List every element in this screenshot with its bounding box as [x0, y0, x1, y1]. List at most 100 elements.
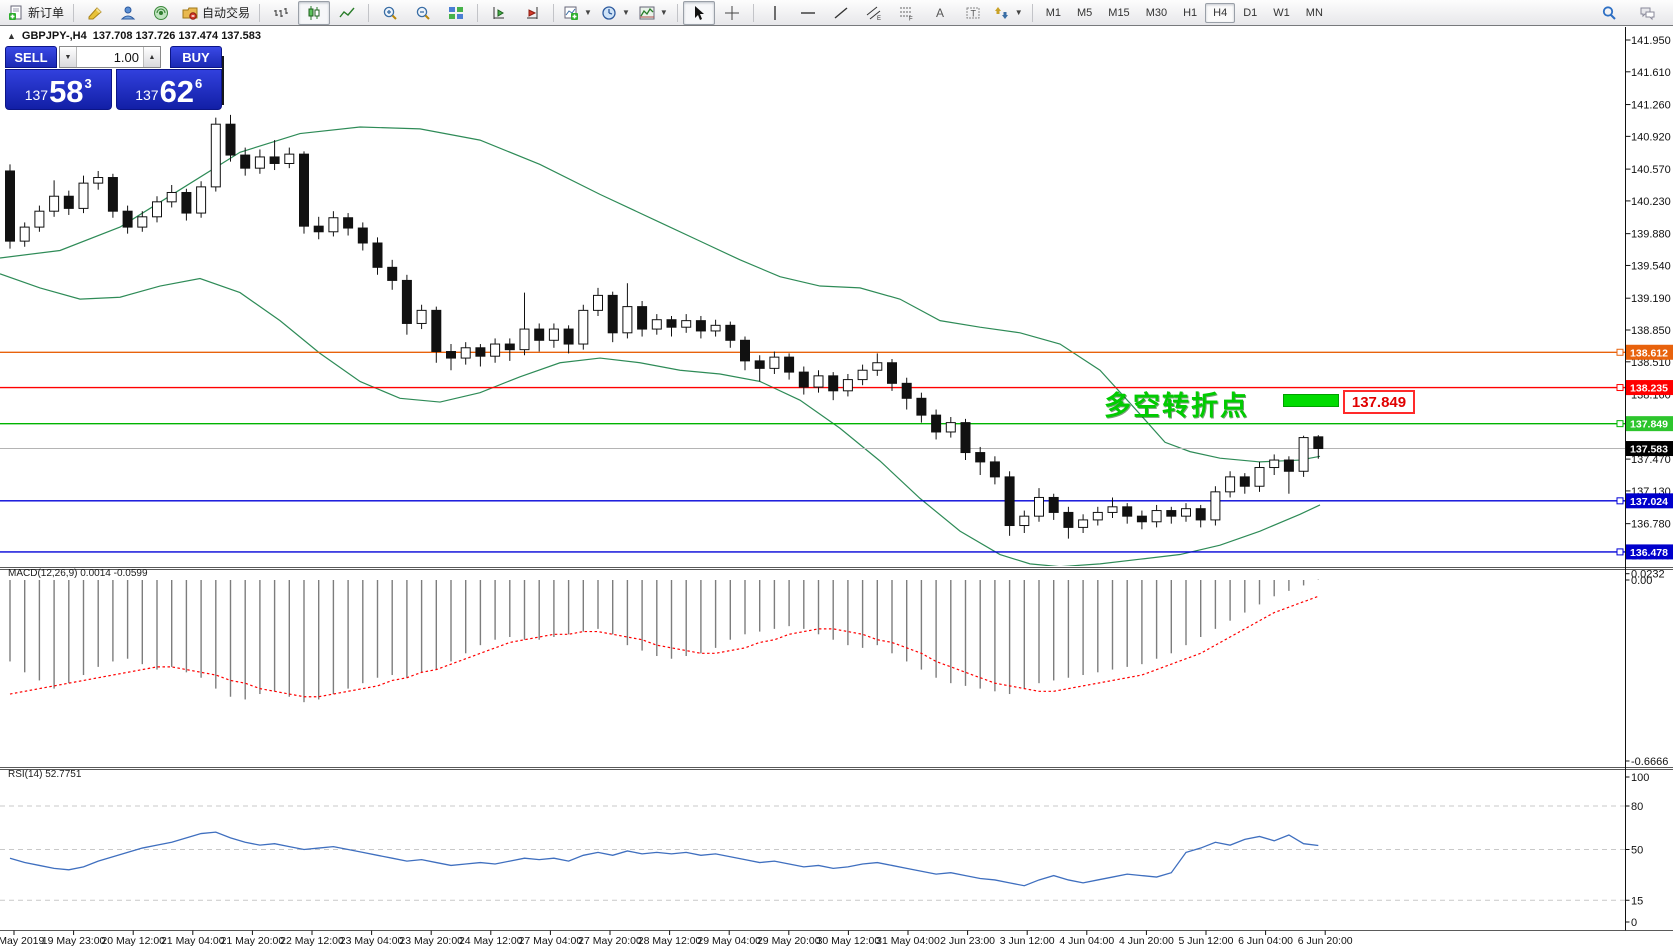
- profile-icon: [120, 5, 136, 21]
- equidistant-channel-button[interactable]: E: [858, 1, 890, 25]
- svg-text:3 Jun 12:00: 3 Jun 12:00: [1000, 935, 1055, 947]
- search-button[interactable]: [1593, 1, 1625, 25]
- vertical-line-icon: [767, 5, 783, 21]
- price-axis: 141.950 141.610 141.260 140.920 140.570 140.2…: [1625, 35, 1671, 562]
- text-label-button[interactable]: T: [957, 1, 989, 25]
- svg-text:24 May 12:00: 24 May 12:00: [459, 935, 523, 947]
- templates-button[interactable]: ▼: [559, 1, 596, 25]
- vertical-line-button[interactable]: [759, 1, 791, 25]
- svg-text:136.478: 136.478: [1630, 547, 1668, 559]
- crayon-button[interactable]: [79, 1, 111, 25]
- sell-price-prefix: 137: [24, 87, 49, 103]
- svg-text:139.880: 139.880: [1631, 229, 1671, 241]
- rsi-level-lines: [0, 805, 1625, 901]
- zoom-in-button[interactable]: [374, 1, 406, 25]
- community-icon: [153, 5, 169, 21]
- autotrade-button[interactable]: 自动交易: [178, 1, 254, 25]
- pivot-price-callout[interactable]: 137.849: [1343, 390, 1415, 414]
- rsi-line: [9, 831, 1319, 887]
- chat-button[interactable]: [1631, 1, 1663, 25]
- profile-button[interactable]: [112, 1, 144, 25]
- horizontal-line-button[interactable]: [792, 1, 824, 25]
- templates-icon: [563, 5, 579, 21]
- text-button[interactable]: A: [924, 1, 956, 25]
- timeframe-button-W1[interactable]: W1: [1273, 6, 1290, 19]
- svg-text:2 Jun 23:00: 2 Jun 23:00: [940, 935, 995, 947]
- toolbar-separator: [1031, 3, 1033, 22]
- rsi-axis: 100 80 50 15 0: [1625, 772, 1649, 929]
- tile-windows-icon: [448, 5, 464, 21]
- toolbar-separator: [676, 3, 678, 22]
- timeframe-button-MN[interactable]: MN: [1305, 6, 1323, 19]
- svg-text:23 May 04:00: 23 May 04:00: [340, 935, 404, 947]
- bar-chart-button[interactable]: [265, 1, 297, 25]
- arrows-button[interactable]: ▼: [990, 1, 1027, 25]
- sell-price-box[interactable]: 137 58 3: [5, 69, 112, 110]
- panel-collapse-arrow[interactable]: ▲: [7, 31, 16, 41]
- autotrade-label: 自动交易: [202, 6, 251, 20]
- chart-shift-button[interactable]: [516, 1, 548, 25]
- timeframe-button-M30[interactable]: M30: [1145, 6, 1168, 19]
- timeframe-button-H1[interactable]: H1: [1183, 6, 1198, 19]
- timeframe-button-D1[interactable]: D1: [1243, 6, 1258, 19]
- buy-price-box[interactable]: 137 62 6: [115, 69, 222, 110]
- buy-price-big: 62: [159, 74, 195, 110]
- indicators-icon: [639, 5, 655, 21]
- volume-increase-button[interactable]: ▲: [143, 47, 160, 67]
- timeframe-button-H4[interactable]: H4: [1205, 2, 1236, 23]
- fibonacci-button[interactable]: F: [891, 1, 923, 25]
- svg-text:141.260: 141.260: [1631, 100, 1671, 112]
- volume-decrease-button[interactable]: ▼: [60, 47, 77, 67]
- timeframe-button-M5[interactable]: M5: [1077, 6, 1093, 19]
- pivot-highlight-rectangle[interactable]: [1283, 394, 1339, 407]
- svg-text:139.190: 139.190: [1631, 293, 1671, 305]
- macd-indicator-label: MACD(12,26,9) 0.0014 -0.0599: [8, 568, 148, 579]
- trendline-button[interactable]: [825, 1, 857, 25]
- auto-scroll-button[interactable]: [483, 1, 515, 25]
- buy-price-sup: 6: [195, 76, 203, 91]
- trendline-icon: [833, 5, 849, 21]
- svg-text:80: 80: [1631, 801, 1643, 813]
- sell-button[interactable]: SELL: [5, 46, 57, 68]
- svg-text:139.540: 139.540: [1631, 260, 1671, 272]
- community-button[interactable]: [145, 1, 177, 25]
- svg-text:4 Jun 20:00: 4 Jun 20:00: [1119, 935, 1174, 947]
- tile-windows-button[interactable]: [440, 1, 472, 25]
- svg-text:27 May 20:00: 27 May 20:00: [578, 935, 642, 947]
- svg-text:0.0232: 0.0232: [1631, 569, 1665, 581]
- svg-text:50: 50: [1631, 845, 1643, 857]
- line-price-labels: 138.612 138.235 137.849 137.583 137.024 136.4…: [1616, 344, 1673, 560]
- cursor-button[interactable]: [682, 0, 715, 25]
- candles-layer: [5, 114, 1324, 539]
- indicators-button[interactable]: ▼: [635, 1, 672, 25]
- svg-text:19 May 23:00: 19 May 23:00: [42, 935, 106, 947]
- svg-text:100: 100: [1631, 772, 1649, 784]
- new-order-button[interactable]: 新订单: [4, 1, 68, 25]
- svg-text:0: 0: [1631, 917, 1637, 929]
- crosshair-button[interactable]: [716, 1, 748, 25]
- svg-text:21 May 04:00: 21 May 04:00: [161, 935, 225, 947]
- candlestick-chart-button[interactable]: [298, 0, 331, 25]
- timeframe-button-M15[interactable]: M15: [1108, 6, 1130, 19]
- line-chart-button[interactable]: [331, 1, 363, 25]
- zoom-out-icon: [415, 5, 431, 21]
- cursor-icon: [691, 5, 707, 21]
- svg-text:141.950: 141.950: [1631, 35, 1671, 47]
- templates-dropdown-arrow: ▼: [584, 8, 592, 17]
- toolbar-separator: [368, 3, 370, 22]
- volume-input[interactable]: [77, 47, 143, 67]
- buy-button[interactable]: BUY: [170, 46, 222, 68]
- svg-text:23 May 20:00: 23 May 20:00: [399, 935, 463, 947]
- periods-button[interactable]: ▼: [597, 1, 634, 25]
- crosshair-icon: [724, 5, 740, 21]
- pane-borders: [0, 27, 1673, 931]
- autotrade-icon: [182, 5, 198, 21]
- timeframe-button-M1[interactable]: M1: [1045, 6, 1061, 19]
- horizontal-line-icon: [800, 5, 816, 21]
- zoom-out-button[interactable]: [407, 1, 439, 25]
- toolbar-separator: [752, 3, 754, 22]
- pivot-annotation-text[interactable]: 多空转折点: [1104, 391, 1249, 421]
- sell-price-big: 58: [49, 74, 84, 110]
